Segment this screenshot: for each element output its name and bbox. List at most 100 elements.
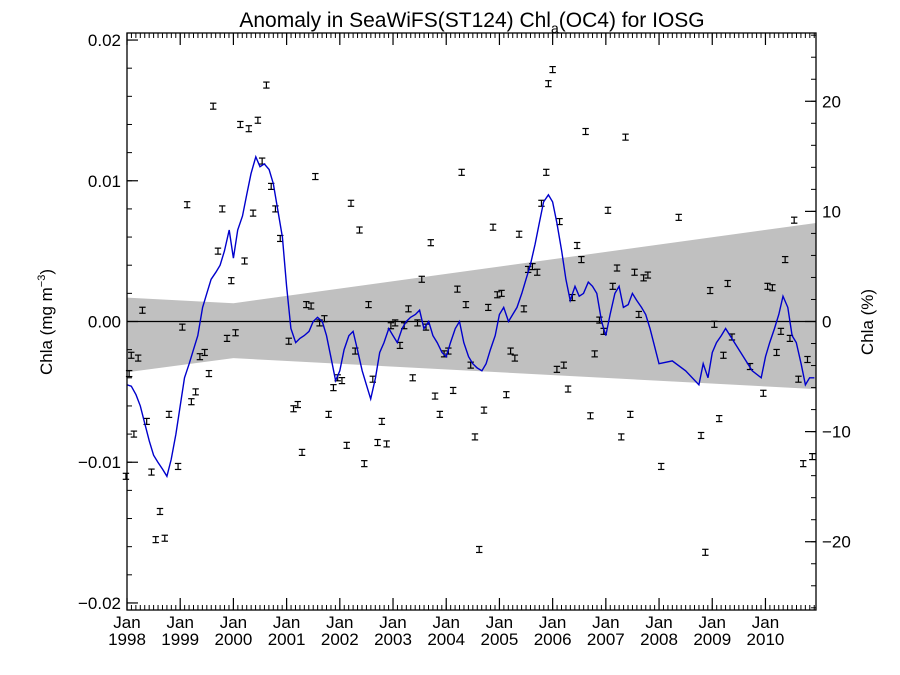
- anomaly-point: [702, 548, 709, 556]
- x-tick-year: 1998: [108, 630, 146, 649]
- anomaly-point: [494, 291, 501, 299]
- anomaly-point: [303, 301, 310, 309]
- anomaly-point: [781, 255, 789, 264]
- x-tick-month: Jan: [486, 613, 513, 632]
- anomaly-point: [241, 257, 248, 265]
- anomaly-point: [427, 239, 434, 247]
- anomaly-point: [307, 302, 315, 310]
- anomaly-point: [587, 412, 594, 420]
- anomaly-point: [298, 448, 306, 456]
- anomaly-point: [228, 277, 235, 285]
- anomaly-point: [790, 216, 798, 224]
- anomaly-point: [409, 374, 416, 382]
- anomaly-point: [148, 468, 155, 476]
- anomaly-point: [209, 102, 217, 110]
- left-tick-label: 0.01: [88, 172, 121, 191]
- anomaly-point: [263, 81, 270, 89]
- anomaly-point: [436, 410, 444, 418]
- anomaly-point: [192, 388, 199, 396]
- x-tick-month: Jan: [273, 613, 300, 632]
- x-tick-month: Jan: [166, 613, 193, 632]
- x-tick-month: Jan: [752, 613, 779, 632]
- anomaly-point: [573, 241, 581, 250]
- anomaly-point: [618, 433, 625, 441]
- x-tick-month: Jan: [220, 613, 247, 632]
- anomaly-point: [675, 213, 682, 221]
- anomaly-point: [365, 301, 372, 309]
- anomaly-point: [635, 310, 643, 319]
- x-tick-month: Jan: [326, 613, 353, 632]
- anomaly-point: [773, 348, 780, 357]
- x-tick-year: 2009: [693, 630, 731, 649]
- x-tick-year: 2004: [427, 630, 465, 649]
- anomaly-point: [515, 230, 523, 238]
- right-tick-label: 10: [822, 202, 841, 221]
- anomaly-point: [254, 116, 262, 124]
- y-axis-left-label: Chla (mg m−3): [36, 269, 56, 375]
- running-mean-line: [126, 154, 815, 479]
- x-tick-year: 2007: [587, 630, 625, 649]
- right-tick-label: −10: [822, 423, 851, 442]
- anomaly-point: [507, 347, 514, 355]
- anomaly-point: [232, 329, 239, 337]
- anomaly-point: [290, 405, 297, 413]
- anomaly-point: [219, 205, 226, 213]
- left-tick-label: 0.00: [88, 313, 121, 332]
- anomaly-point: [604, 206, 612, 214]
- anomaly-point: [564, 385, 572, 393]
- x-tick-month: Jan: [113, 613, 140, 632]
- anomaly-point: [644, 271, 652, 279]
- anomaly-point: [156, 507, 164, 516]
- right-tick-label: 0: [822, 313, 831, 332]
- anomaly-point: [549, 65, 556, 74]
- anomaly-point: [201, 348, 208, 357]
- anomaly-point: [374, 438, 381, 447]
- anomaly-point: [520, 305, 528, 313]
- y-axis-right-label: Chla (%): [858, 289, 877, 355]
- anomaly-point: [325, 410, 332, 418]
- anomaly-point: [471, 433, 479, 441]
- anomaly-point: [609, 282, 616, 290]
- x-tick-month: Jan: [592, 613, 619, 632]
- anomaly-point: [769, 284, 776, 292]
- anomaly-point: [214, 247, 222, 255]
- anomaly-point: [489, 223, 497, 231]
- anomaly-point: [711, 320, 718, 328]
- anomaly-point: [223, 334, 231, 342]
- x-tick-year: 2003: [374, 630, 412, 649]
- x-tick-year: 2010: [747, 630, 785, 649]
- anomaly-point: [543, 168, 550, 176]
- anomaly-point: [545, 80, 552, 88]
- anomaly-point: [285, 337, 292, 345]
- right-tick-label: 20: [822, 92, 841, 111]
- anomaly-point: [343, 441, 350, 449]
- anomaly-point: [237, 120, 244, 129]
- x-tick-month: Jan: [433, 613, 460, 632]
- anomaly-point: [715, 415, 723, 423]
- anomaly-point: [578, 255, 585, 264]
- anomaly-point: [627, 410, 634, 418]
- x-tick-year: 2001: [268, 630, 306, 649]
- anomaly-point: [720, 351, 727, 359]
- anomaly-point: [134, 354, 142, 362]
- anomaly-point: [613, 264, 621, 272]
- anomaly-point: [560, 361, 568, 369]
- anomaly-point: [338, 377, 346, 385]
- anomaly-point: [122, 472, 130, 480]
- x-tick-month: Jan: [379, 613, 406, 632]
- anomaly-point: [804, 355, 811, 364]
- anomaly-point: [622, 133, 629, 141]
- anomaly-point: [347, 199, 355, 207]
- anomaly-point: [631, 268, 638, 276]
- anomaly-point: [458, 168, 465, 176]
- anomaly-point: [454, 285, 461, 293]
- chart-title: Anomaly in SeaWiFS(ST124) Chla(OC4) for …: [239, 9, 704, 36]
- x-tick-year: 2005: [481, 630, 519, 649]
- x-tick-month: Jan: [539, 613, 566, 632]
- anomaly-point: [128, 351, 135, 359]
- anomaly-point: [511, 354, 519, 362]
- x-tick-month: Jan: [645, 613, 672, 632]
- anomaly-point: [418, 275, 425, 283]
- anomaly-point: [165, 410, 173, 418]
- x-tick-year: 2002: [321, 630, 359, 649]
